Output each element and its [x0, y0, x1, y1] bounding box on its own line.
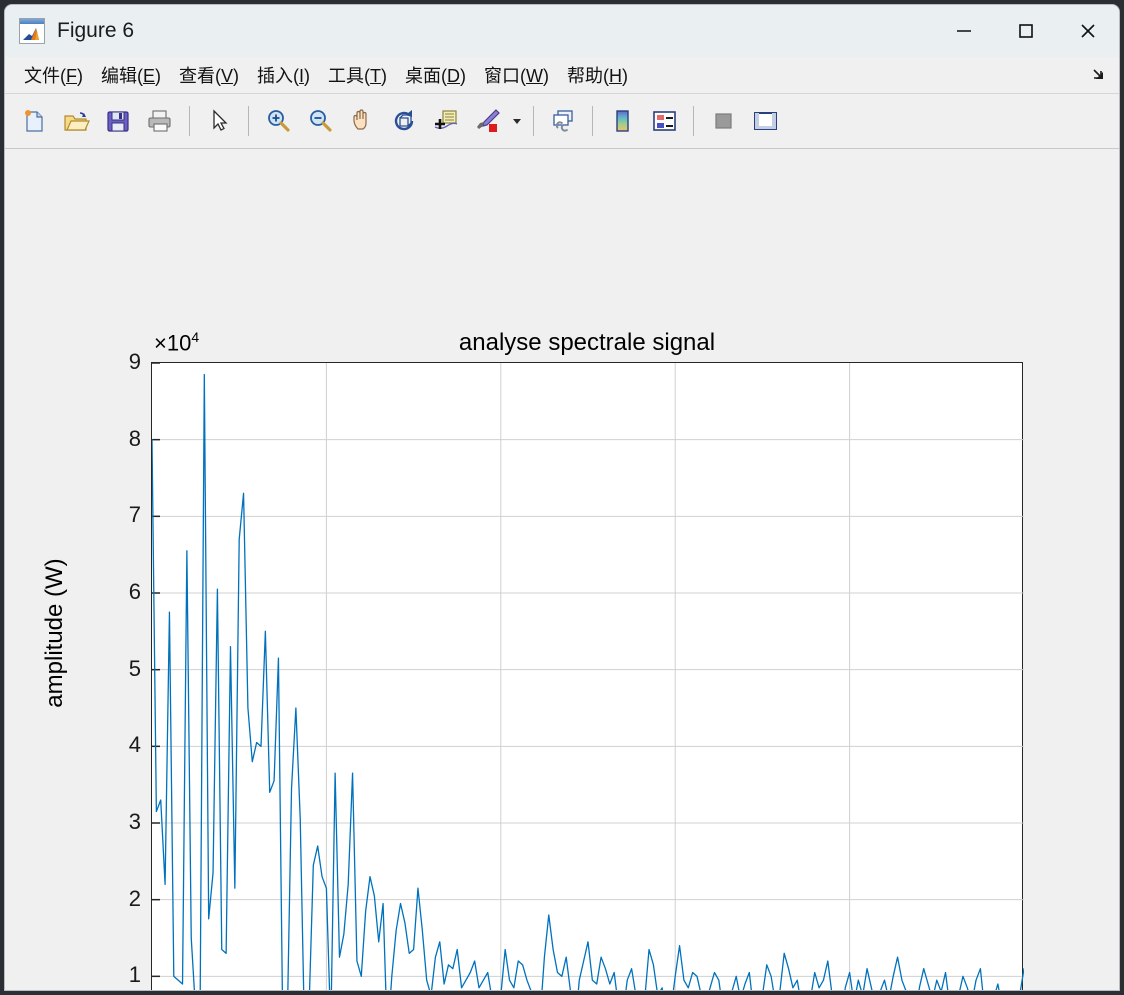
new-figure-icon[interactable] — [13, 100, 55, 142]
menu-item-edit[interactable]: 编辑(E) — [92, 60, 170, 90]
menu-label: 帮助( — [567, 66, 610, 86]
menu-label: 工具( — [328, 66, 371, 86]
menu-label: 查看( — [179, 66, 222, 86]
y-tick-label: 8 — [128, 425, 141, 451]
menu-label: 窗口( — [484, 66, 527, 86]
save-figure-icon[interactable] — [97, 100, 139, 142]
y-tick-label: 2 — [128, 885, 141, 911]
menu-tail: ) — [381, 66, 388, 86]
plot-tools-off-icon[interactable] — [702, 100, 744, 142]
menu-label: 编辑( — [101, 66, 143, 86]
y-axis-label: amplitude (W) — [41, 558, 68, 708]
spectrum-plot — [152, 363, 1024, 990]
legend-icon[interactable] — [643, 100, 685, 142]
menu-tail: ) — [155, 66, 162, 86]
zoom-out-icon[interactable] — [299, 100, 341, 142]
menu-tail: ) — [77, 66, 83, 86]
menu-item-file[interactable]: 文件(F) — [15, 60, 92, 90]
pointer-icon[interactable] — [198, 100, 240, 142]
axis-exponent-label: ×104 — [154, 329, 199, 356]
figure-palette-icon[interactable] — [744, 100, 786, 142]
open-file-icon[interactable] — [55, 100, 97, 142]
menu-item-help[interactable]: 帮助(H) — [558, 60, 637, 90]
menu-item-tools[interactable]: 工具(T) — [319, 60, 396, 90]
exponent-power: 4 — [191, 329, 200, 345]
maximize-button[interactable] — [995, 5, 1057, 57]
menu-accelerator: V — [221, 66, 234, 86]
undock-arrow-icon[interactable] — [1089, 64, 1111, 86]
data-cursor-icon[interactable] — [425, 100, 467, 142]
menu-accelerator: F — [66, 66, 77, 86]
menu-tail: ) — [233, 66, 240, 86]
menu-item-desktop[interactable]: 桌面(D) — [396, 60, 475, 90]
menu-accelerator: I — [299, 66, 305, 86]
window-title: Figure 6 — [57, 19, 135, 42]
toolbar-separator — [592, 106, 593, 136]
figure-canvas[interactable]: ×104 analyse spectrale signal 0123456789… — [5, 149, 1119, 990]
figure-toolbar — [5, 94, 1119, 149]
y-tick-label: 9 — [128, 349, 141, 374]
menu-tail: ) — [543, 66, 550, 86]
menu-accelerator: W — [526, 66, 544, 86]
plot-axes[interactable] — [151, 362, 1024, 990]
y-tick-label: 4 — [128, 732, 141, 758]
y-tick-label: 5 — [128, 655, 141, 681]
menu-item-window[interactable]: 窗口(W) — [475, 60, 558, 90]
menu-accelerator: E — [143, 66, 156, 86]
y-tick-label: 1 — [128, 962, 141, 988]
menu-accelerator: H — [609, 66, 623, 86]
link-plot-icon[interactable] — [542, 100, 584, 142]
colorbar-icon[interactable] — [601, 100, 643, 142]
menu-accelerator: T — [370, 66, 382, 86]
menu-item-view[interactable]: 查看(V) — [170, 60, 248, 90]
menu-tail: ) — [622, 66, 629, 86]
menu-label: 桌面( — [405, 66, 448, 86]
brush-dropdown-caret[interactable] — [509, 100, 525, 142]
toolbar-separator — [533, 106, 534, 136]
menu-tail: ) — [304, 66, 311, 86]
menu-bar: 文件(F) 编辑(E) 查看(V) 插入(I) 工具(T) 桌面(D) 窗口(W… — [5, 57, 1119, 94]
rotate-3d-icon[interactable] — [383, 100, 425, 142]
menu-label: 文件( — [24, 66, 66, 86]
toolbar-separator — [189, 106, 190, 136]
exponent-base: ×10 — [154, 330, 192, 356]
menu-label: 插入( — [257, 66, 300, 86]
y-tick-label: 3 — [128, 809, 141, 834]
matlab-figure-icon — [19, 18, 45, 44]
toolbar-separator — [693, 106, 694, 136]
window-controls — [933, 5, 1119, 57]
zoom-in-icon[interactable] — [257, 100, 299, 142]
menu-item-insert[interactable]: 插入(I) — [248, 60, 319, 90]
print-figure-icon[interactable] — [139, 100, 181, 142]
menu-tail: ) — [460, 66, 467, 86]
toolbar-separator — [248, 106, 249, 136]
close-button[interactable] — [1057, 5, 1119, 57]
menu-accelerator: D — [447, 66, 461, 86]
y-axis-ticks: 0123456789 — [105, 349, 141, 990]
minimize-button[interactable] — [933, 5, 995, 57]
figure-window: Figure 6 文件(F) 编辑(E) 查看(V) 插入(I) 工具(T) 桌… — [4, 4, 1120, 991]
pan-icon[interactable] — [341, 100, 383, 142]
y-tick-label: 7 — [128, 502, 141, 528]
brush-icon[interactable] — [467, 100, 509, 142]
y-tick-label: 6 — [128, 579, 141, 604]
title-bar: Figure 6 — [5, 5, 1119, 57]
plot-title: analyse spectrale signal — [458, 329, 716, 356]
